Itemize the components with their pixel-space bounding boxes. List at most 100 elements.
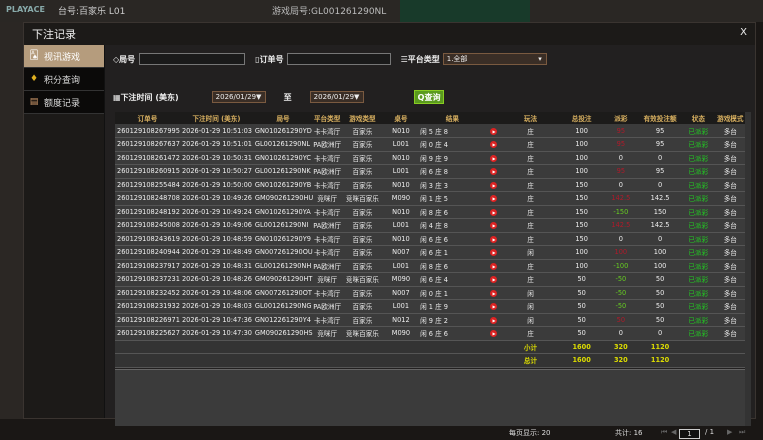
table-row: 260129108237231 2026-01-29 10:48:26 GM0902… (115, 272, 746, 287)
content-panel: ◇ 局号 ▯ 订单号 ☰ 平台类型 1.全部 ▾ ▦ 下注时间 (美东) 2026/01/… (105, 45, 755, 439)
round-id: GL001261290NI (252, 218, 314, 233)
play-video-icon[interactable]: ▶ (490, 303, 498, 311)
play-video-icon[interactable]: ▶ (490, 276, 498, 284)
game-mode: 多台 (714, 245, 746, 260)
game-mode: 多台 (714, 205, 746, 219)
round-id: GN012261290Y4 (252, 313, 314, 327)
platform: 卡卡湾厅 (313, 124, 342, 138)
play-video-icon[interactable]: ▶ (490, 289, 498, 297)
game-mode: 多台 (714, 191, 746, 206)
game-type: 百家乐 (341, 218, 384, 233)
play-video-icon[interactable]: ▶ (490, 168, 498, 176)
platform: 卡卡湾厅 (313, 313, 342, 327)
date-to-select[interactable]: 2026/01/29▼ (309, 91, 364, 103)
platform: 卡卡湾厅 (313, 286, 342, 300)
total-bet: 150 (559, 205, 604, 219)
sidebar-item-label: 额度记录 (44, 98, 81, 109)
game-type: 竞咪百家乐 (341, 326, 384, 341)
play-video-icon[interactable]: ▶ (490, 316, 498, 324)
game-mode: 多台 (714, 164, 746, 179)
status: 已派彩 (682, 191, 715, 206)
bet-time: 2026-01-29 10:48:26 (179, 272, 253, 287)
play-video-icon[interactable]: ▶ (490, 208, 498, 216)
status: 已派彩 (682, 272, 715, 287)
payout: 0 (603, 326, 639, 341)
table-no: L001 (383, 137, 419, 152)
play-video-icon[interactable]: ▶ (490, 330, 498, 338)
table-row: 260129108231932 2026-01-29 10:48:03 GL0012… (115, 299, 746, 314)
last-page-icon[interactable]: ⏭ (739, 428, 746, 436)
subtotal-cell (341, 340, 384, 354)
order-input[interactable] (286, 53, 391, 65)
platform-value: 1.全部 (446, 55, 468, 63)
next-page-icon[interactable]: ▶ (727, 428, 733, 436)
bet-table: 订单号 下注时间 (美东) 局号 平台类型 游戏类型 桌号 结果 玩法 总投注 派彩 有效投注额 状态… (115, 112, 746, 368)
close-button[interactable]: X (740, 27, 747, 38)
order-label: 订单号 (259, 54, 284, 64)
valid-bet: 0 (638, 178, 683, 192)
game-type: 竞咪百家乐 (341, 272, 384, 287)
bet-time: 2026-01-29 10:50:31 (179, 151, 253, 165)
play-video-icon[interactable]: ▶ (490, 181, 498, 189)
play-video-icon[interactable]: ▶ (490, 195, 498, 203)
total-bet: 50 (559, 313, 604, 327)
result: 闲 9 庄 9 (418, 151, 487, 165)
result: 闲 9 庄 2 (418, 313, 487, 327)
play-type: 闲 (501, 313, 560, 327)
valid-bet: 0 (638, 151, 683, 165)
date-from-select[interactable]: 2026/01/29▼ (211, 91, 266, 103)
table-empty-area (115, 369, 746, 426)
game-type: 百家乐 (341, 178, 384, 192)
round-id: GM090261290HT (252, 272, 314, 287)
play-video-icon[interactable]: ▶ (490, 222, 498, 230)
status: 已派彩 (682, 151, 715, 165)
play-video-icon[interactable]: ▶ (490, 262, 498, 270)
valid-bet: 0 (638, 326, 683, 341)
order-id: 260129108225627 (115, 326, 180, 341)
table-no: M090 (383, 272, 419, 287)
status: 已派彩 (682, 326, 715, 341)
scrollbar[interactable] (745, 112, 751, 426)
play-type: 庄 (501, 272, 560, 287)
play-video-icon[interactable]: ▶ (490, 141, 498, 149)
bet-time: 2026-01-29 10:48:59 (179, 232, 253, 246)
play-type: 闲 (501, 245, 560, 260)
play-video-icon[interactable]: ▶ (490, 235, 498, 243)
grandtotal-cell (383, 353, 419, 368)
payout: 100 (603, 245, 639, 260)
first-page-icon[interactable]: ⏮ (661, 428, 668, 436)
column-header: 玩法 (501, 112, 560, 124)
page-input[interactable]: 1 (679, 429, 700, 439)
round-id: GN010261290YD (252, 124, 314, 138)
game-mode: 多台 (714, 259, 746, 273)
sidebar-item-credit[interactable]: ▤ 额度记录 (24, 91, 104, 114)
platform-select[interactable]: 1.全部 ▾ (442, 53, 547, 65)
column-header: 桌号 (383, 112, 419, 124)
order-id: 260129108255484 (115, 178, 180, 192)
status: 已派彩 (682, 178, 715, 192)
game-mode: 多台 (714, 124, 746, 138)
round-id: GN007261290OU (252, 245, 314, 260)
bet-time: 2026-01-29 10:48:03 (179, 299, 253, 314)
sidebar-item-live-games[interactable]: 🂡 视讯游戏 (24, 45, 104, 68)
table-no: L001 (383, 259, 419, 273)
prev-page-icon[interactable]: ◀ (671, 428, 677, 436)
sidebar-item-points[interactable]: ♦ 积分查询 (24, 68, 104, 91)
subtotal-cell: 1600 (559, 340, 604, 354)
query-button[interactable]: Q 查询 (413, 90, 445, 104)
round-input[interactable] (139, 53, 246, 65)
payout: 142.5 (603, 218, 639, 233)
platform-label: 平台类型 (407, 54, 440, 64)
valid-bet: 95 (638, 124, 683, 138)
platform: 卡卡湾厅 (313, 232, 342, 246)
play-video-icon[interactable]: ▶ (490, 154, 498, 162)
game-type: 百家乐 (341, 232, 384, 246)
tag-icon: ◇ (113, 54, 120, 64)
order-id: 260129108248192 (115, 205, 180, 219)
table-row: 260129108245008 2026-01-29 10:49:06 GL0012… (115, 218, 746, 233)
play-type: 庄 (501, 326, 560, 341)
play-video-icon[interactable]: ▶ (490, 249, 498, 257)
subtotal-cell (313, 340, 342, 354)
play-video-icon[interactable]: ▶ (490, 127, 498, 135)
valid-bet: 50 (638, 313, 683, 327)
